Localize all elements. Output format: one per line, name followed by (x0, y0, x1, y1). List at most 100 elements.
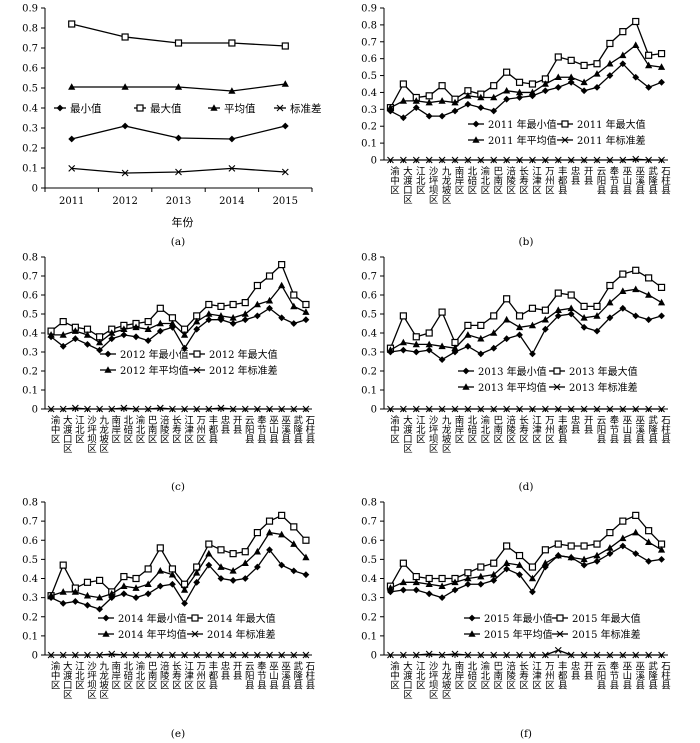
x-tick-label: 北碚区 (465, 166, 477, 195)
data-point (265, 272, 274, 280)
data-point (541, 87, 549, 95)
y-tick-label: 0.4 (22, 104, 38, 115)
x-tick-label: 丰都县 (206, 660, 218, 690)
data-point (217, 546, 225, 554)
x-tick-label: 渝中区 (388, 660, 400, 689)
data-point (490, 82, 498, 90)
data-point (71, 335, 79, 343)
data-point (399, 586, 407, 594)
data-point (593, 327, 601, 335)
data-point (169, 651, 176, 659)
x-tick-label: 忠县 (569, 166, 581, 186)
legend-marker (136, 104, 144, 112)
y-tick-label: 0.1 (22, 164, 38, 175)
x-tick-label: 渝北区 (134, 660, 146, 689)
y-tick-label: 0.1 (361, 386, 377, 397)
data-point (217, 302, 225, 310)
data-point (567, 651, 575, 659)
legend-label: 2015 年最大值 (572, 612, 641, 625)
data-point (108, 650, 116, 658)
data-point (632, 73, 640, 81)
x-tick-label: 奉节县 (607, 414, 619, 444)
data-point (290, 540, 298, 547)
data-point (229, 651, 237, 659)
data-point (503, 559, 511, 566)
data-point (181, 651, 188, 659)
data-point (477, 104, 485, 112)
data-point (253, 300, 261, 308)
data-point (438, 308, 446, 316)
data-point (529, 588, 536, 596)
x-tick-label: 北碚区 (465, 661, 477, 690)
x-tick-label: 江津区 (530, 415, 542, 444)
data-point (425, 405, 433, 413)
legend-label: 2011 年标准差 (577, 134, 646, 147)
data-point (503, 295, 511, 303)
data-point (399, 114, 407, 122)
data-point (281, 42, 289, 50)
data-point (425, 98, 433, 106)
x-tick-label: 北碚区 (465, 415, 477, 444)
data-point (241, 310, 249, 317)
data-point (529, 405, 536, 413)
data-point (425, 329, 433, 337)
data-point (144, 651, 152, 659)
series-diamond (387, 60, 665, 122)
data-point (386, 103, 395, 111)
x-tick-label: 长寿区 (517, 165, 529, 194)
data-point (68, 20, 76, 28)
x-tick-label: 万州区 (194, 415, 206, 444)
x-tick-label: 长寿区 (517, 660, 529, 689)
x-tick-label: 武隆县 (291, 414, 303, 444)
data-point (278, 261, 286, 269)
data-point (580, 323, 588, 331)
data-point (71, 327, 79, 334)
data-point (253, 528, 261, 537)
data-point (278, 511, 286, 519)
data-point (554, 551, 562, 559)
data-point (181, 405, 188, 413)
data-point (132, 405, 140, 413)
y-tick-label: 0.8 (22, 498, 38, 509)
x-tick-label: 南岸区 (109, 414, 121, 443)
panel-label: (f) (520, 728, 532, 740)
data-point (490, 651, 498, 659)
data-point (619, 270, 627, 278)
data-point (205, 405, 213, 413)
data-point (241, 405, 249, 413)
legend-marker (553, 367, 561, 375)
data-point (412, 405, 420, 413)
data-point (490, 559, 498, 567)
data-point (438, 342, 446, 350)
y-tick-label: 0.9 (22, 4, 38, 15)
x-tick-label: 南岸区 (453, 660, 465, 689)
data-point (645, 527, 653, 535)
data-point (477, 156, 485, 164)
data-point (59, 318, 67, 326)
data-point (399, 578, 407, 586)
y-tick-label: 0.8 (22, 253, 38, 264)
data-point (132, 594, 140, 602)
legend-label: 2011 年最小值 (488, 118, 557, 131)
x-tick-label: 云阳县 (595, 166, 607, 195)
data-point (59, 331, 67, 338)
data-point (645, 316, 653, 324)
data-point (265, 296, 274, 304)
data-point (606, 298, 614, 306)
data-point (120, 331, 128, 339)
data-point (515, 323, 524, 331)
data-point (658, 555, 665, 563)
y-tick-label: 0.8 (361, 498, 377, 509)
data-point (47, 591, 55, 599)
data-point (399, 346, 407, 354)
series-line (390, 531, 662, 589)
data-point (593, 312, 601, 319)
x-tick-label: 巫山县 (620, 166, 632, 195)
x-tick-label: 云阳县 (243, 415, 255, 444)
x-tick-label: 丰都县 (556, 165, 568, 195)
data-point (174, 39, 183, 47)
legend: 2011 年最小值 2011 年最大值 2011 年平均值 2011 年标准差 (468, 118, 646, 147)
x-tick-label: 石柱县 (303, 415, 315, 444)
y-tick-label: 0 (371, 651, 377, 662)
y-tick-label: 0.5 (22, 310, 38, 321)
